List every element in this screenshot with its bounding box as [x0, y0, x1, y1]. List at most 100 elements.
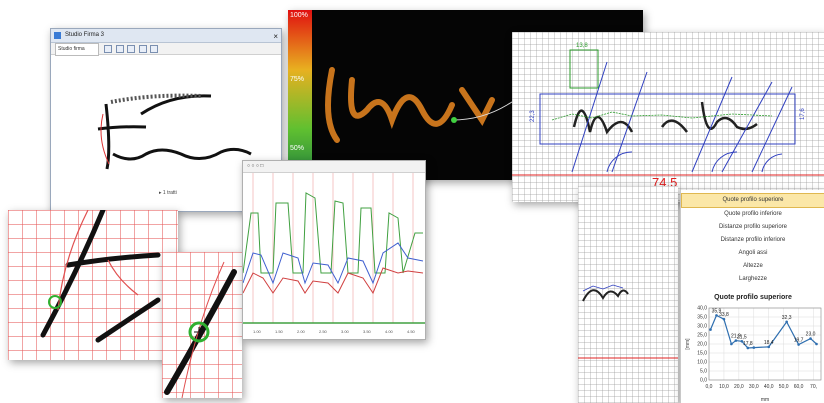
chart-plot-area [708, 307, 822, 381]
top-height-label: 13,8 [576, 43, 588, 49]
chart-data-label: 21,5 [737, 334, 747, 340]
zoom-detail-trace [181, 261, 225, 398]
pressure-scale-mid: 75% [290, 76, 305, 83]
play-icon[interactable] [138, 44, 147, 53]
chart-data-label: 35,9 [712, 308, 722, 314]
chart-x-tick: 50,0 [779, 384, 789, 390]
chart-x-tick: 40,0 [764, 384, 774, 390]
chart-point [730, 342, 733, 346]
bounding-box [539, 93, 796, 145]
left-height-label: 22,3 [530, 110, 536, 122]
analysis-menu-item[interactable]: Distanze profilo inferiore [720, 237, 786, 243]
analysis-profile [582, 284, 624, 292]
signature-points [110, 93, 202, 104]
signature-caption: ▸ 1 tratti [159, 190, 177, 196]
pressure-scale-top: 100% [290, 12, 308, 19]
zoom-detail-marker [188, 321, 210, 343]
chart-point [815, 342, 818, 346]
mode-select[interactable]: Studio firma [55, 43, 99, 56]
chart-data-label: 17,8 [743, 341, 753, 347]
signature-stroke [97, 94, 252, 170]
analysis-menu-item[interactable]: Quote profilo inferiore [724, 211, 782, 217]
fit-icon[interactable] [127, 44, 136, 53]
chart-y-tick: 35,0 [697, 315, 707, 321]
graph-toolbar: ○ ○ ○ □ [243, 161, 425, 173]
chart-y-tick: 0,0 [700, 378, 707, 384]
chart-data-label: 32,3 [782, 315, 792, 321]
chart-data-label: 33,8 [719, 312, 729, 318]
chart-point [709, 328, 712, 331]
measurement-canvas: 13,8 22,3 17,6 74,5 [512, 43, 824, 190]
profile-axis-lines [571, 61, 793, 173]
pen-position-marker [451, 117, 457, 123]
graph-x-tick: 1.00 [253, 329, 262, 334]
signature-window: Studio Firma 3 × Studio firma ▸ 1 tratti [50, 28, 282, 212]
signature-window-toolbar: Studio firma [51, 43, 281, 56]
zoom-grid-view [8, 210, 178, 360]
analysis-menu: Quote profilo superiore Quote profilo inf… [681, 190, 824, 286]
graph-x-tick: 3.00 [341, 329, 350, 334]
green-profile [551, 111, 773, 121]
graph-x-tick: 1.50 [275, 329, 284, 334]
graph-canvas: 1.00 1.50 2.00 2.50 3.00 3.50 4.00 4.50 [243, 173, 425, 334]
zoom-stroke [40, 210, 161, 343]
chart-data-label: 18,4 [764, 340, 774, 346]
save-icon[interactable] [149, 44, 158, 53]
chart-point [785, 320, 788, 324]
zoom-grid-detail [162, 252, 242, 398]
chart-title: Quote profilo superiore [714, 294, 792, 301]
measurement-view: 13,8 22,3 17,6 74,5 [512, 32, 824, 202]
chart-point [734, 339, 738, 342]
chart-x-tick: 30,0 [749, 384, 759, 390]
chart-y-tick: 40,0 [697, 306, 707, 312]
chart-point [740, 340, 744, 343]
measured-signature [572, 101, 758, 135]
chart-point [752, 346, 756, 349]
chart-x-tick: 20,0 [734, 384, 744, 390]
chart-y-tick: 25,0 [697, 333, 707, 339]
chart-data-label: 19,7 [794, 338, 804, 344]
chart-data-label: 23,0 [806, 332, 816, 338]
pressure-stroke [325, 67, 495, 143]
chart-x-tick: 0,0 [706, 384, 713, 390]
right-height-label: 17,6 [800, 108, 806, 120]
graph-toolbar-icons[interactable]: ○ ○ ○ □ [247, 163, 264, 169]
arc-guides [606, 151, 783, 173]
zoom-in-icon[interactable] [104, 44, 113, 53]
signature-pressure-trace [100, 113, 110, 165]
analysis-menu-item[interactable]: Altezze [743, 263, 763, 269]
graph-x-tick: 4.00 [385, 329, 394, 334]
profile-chart: Quote profilo superiore [mm] mm 0,0 5,0 10,0 1… [685, 294, 822, 403]
graph-series-red [243, 267, 424, 295]
zoom-out-icon[interactable] [115, 44, 124, 53]
close-icon[interactable]: × [273, 32, 278, 41]
chart-x-label: mm [761, 397, 769, 403]
chart-point [797, 343, 800, 346]
zoom-detail-canvas [164, 261, 237, 398]
pressure-scale-bar [288, 10, 312, 180]
top-height-box [569, 49, 599, 89]
analysis-left-canvas [578, 186, 678, 403]
signature-window-title: Studio Firma 3 [65, 32, 105, 38]
app-icon [54, 32, 61, 39]
zoom-grid-canvas [40, 210, 161, 343]
analysis-menu-item[interactable]: Larghezze [738, 276, 768, 282]
graph-x-tick: 2.50 [319, 329, 328, 334]
analysis-menu-item[interactable]: Quote profilo superiore [681, 193, 824, 208]
signature-window-titlebar: Studio Firma 3 × [51, 29, 281, 43]
graph-x-tick: 2.00 [297, 329, 306, 334]
chart-data-label: 21,9 [731, 334, 741, 340]
chart-x-tick: 70, [810, 384, 817, 390]
chart-y-tick: 15,0 [697, 351, 707, 357]
chart-point [746, 346, 750, 350]
signature-canvas: ▸ 1 tratti [97, 93, 252, 196]
chart-y-tick: 5,0 [700, 369, 707, 375]
analysis-menu-item[interactable]: Distanze profilo superiore [718, 224, 788, 230]
chart-x-tick: 60,0 [794, 384, 804, 390]
chart-point [809, 337, 812, 340]
chart-point [715, 314, 718, 317]
chart-point [767, 345, 771, 349]
graph-window: ○ ○ ○ □ 1.00 1.50 2.00 2.50 3.00 3.50 4.00 4.50 [242, 160, 426, 340]
analysis-signature-canvas [578, 284, 678, 359]
analysis-menu-item[interactable]: Angoli assi [738, 250, 768, 256]
